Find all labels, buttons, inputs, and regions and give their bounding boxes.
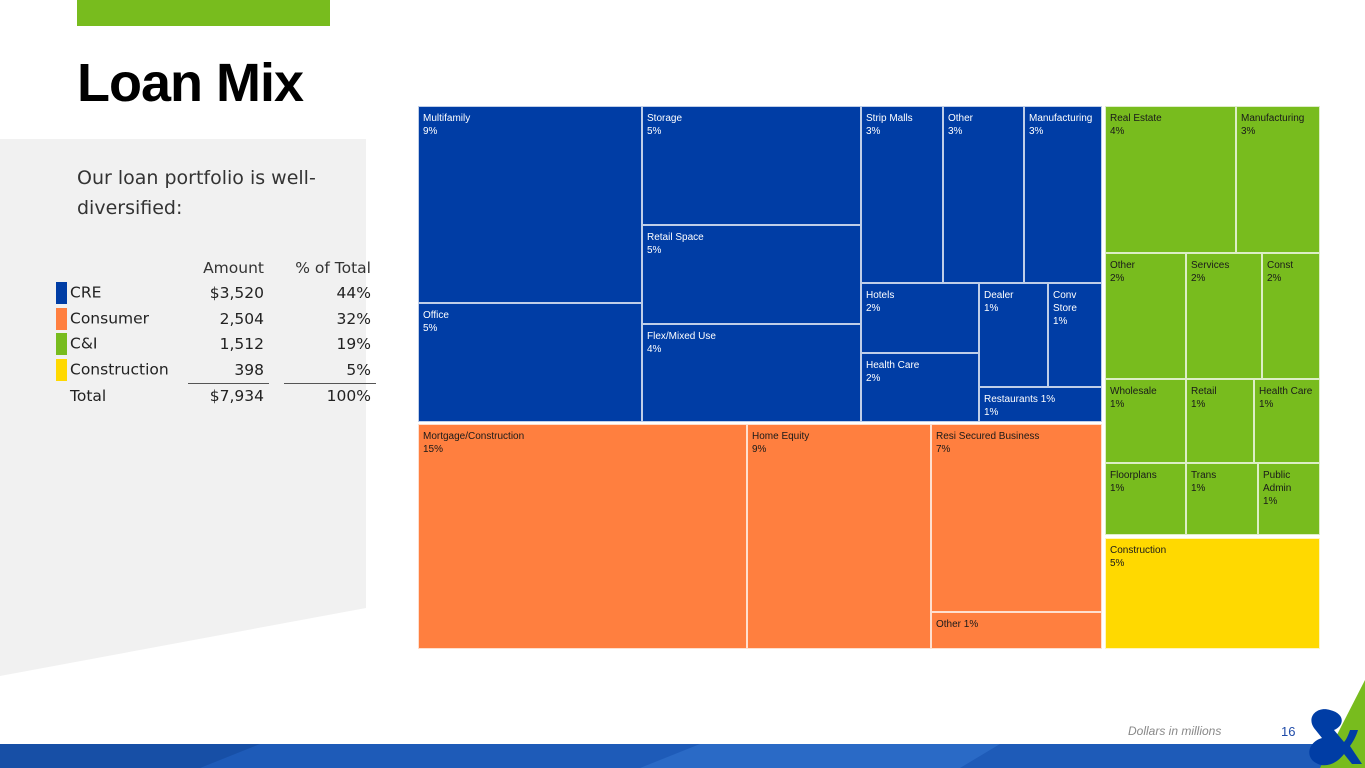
treemap-tile: Other 2% (1105, 253, 1186, 379)
treemap-tile: Other 3% (943, 106, 1024, 283)
treemap-tile-label: Conv Store 1% (1053, 290, 1077, 327)
legend-swatch (56, 359, 67, 381)
treemap-tile-label: Health Care 1% (1259, 386, 1313, 410)
footnote: Dollars in millions (1128, 724, 1222, 738)
table-header-amount: Amount (203, 258, 264, 277)
bottom-band (0, 744, 1365, 768)
ampersand-logo-icon (1309, 680, 1365, 768)
treemap-tile-label: Mortgage/Construction 15% (423, 431, 525, 455)
treemap-tile: Health Care 2% (861, 353, 979, 422)
treemap-tile-label: Storage 5% (647, 113, 683, 137)
row-amount: 1,512 (219, 335, 264, 354)
treemap-tile: Hotels 2% (861, 283, 979, 353)
row-pct: 5% (346, 360, 371, 379)
treemap-tile-label: Floorplans 1% (1110, 470, 1157, 494)
legend-swatch (56, 282, 67, 305)
row-amount: 398 (234, 360, 264, 379)
treemap-tile-label: Retail 1% (1191, 386, 1217, 410)
page-title: Loan Mix (77, 53, 304, 113)
treemap-tile-label: Other 2% (1110, 260, 1136, 284)
total-name: Total (70, 387, 107, 405)
treemap-tile: Flex/Mixed Use 4% (642, 324, 861, 422)
row-pct: 19% (336, 335, 371, 354)
treemap-tile: Strip Malls 3% (861, 106, 943, 283)
treemap-tile: Storage 5% (642, 106, 861, 225)
row-name: CRE (70, 283, 102, 302)
treemap-tile: Mortgage/Construction 15% (418, 424, 747, 649)
treemap-tile: Real Estate 4% (1105, 106, 1236, 253)
table-row: C&I 1,512 19% (56, 332, 376, 358)
intro-text: Our loan portfolio is well-diversified: (77, 167, 316, 219)
treemap-tile-label: Dealer 1% (984, 290, 1014, 314)
treemap-tile-label: Home Equity 9% (752, 431, 810, 455)
legend-swatch (56, 307, 67, 330)
legend-swatch (56, 333, 67, 356)
treemap-tile-label: Public Admin 1% (1263, 470, 1292, 507)
treemap-tile: Manufacturing 3% (1024, 106, 1102, 283)
treemap-tile: Office 5% (418, 303, 642, 422)
treemap-tile: Const 2% (1262, 253, 1320, 379)
row-name: C&I (70, 334, 98, 353)
treemap-tile-label: Multifamily 9% (423, 113, 471, 137)
treemap-tile-label: Other 3% (948, 113, 974, 137)
treemap-tile-label: Strip Malls 3% (866, 113, 913, 137)
total-pct: 100% (284, 382, 376, 409)
treemap-tile: Conv Store 1% (1048, 283, 1102, 387)
treemap-tile-label: Restaurants 1% 1% (984, 394, 1056, 418)
table-total-row: Total $7,934 100% (56, 382, 376, 409)
treemap-tile: Wholesale 1% (1105, 379, 1186, 463)
table-row: CRE $3,520 44% (56, 281, 376, 307)
treemap-tile: Retail 1% (1186, 379, 1254, 463)
row-pct: 32% (336, 309, 371, 328)
treemap-tile-label: Construction 5% (1110, 545, 1167, 569)
treemap-tile-label: Resi Secured Business 7% (936, 431, 1040, 455)
treemap-tile: Multifamily 9% (418, 106, 642, 303)
table-header-pct: % of Total (295, 258, 371, 277)
treemap-tile-label: Trans 1% (1191, 470, 1217, 494)
treemap-tile: Trans 1% (1186, 463, 1258, 535)
table-header-row: Amount % of Total (56, 255, 376, 281)
treemap-tile: Resi Secured Business 7% (931, 424, 1102, 612)
treemap-tile: Health Care 1% (1254, 379, 1320, 463)
treemap-tile-label: Other 1% (936, 619, 979, 630)
treemap-tile-label: Manufacturing 3% (1029, 113, 1093, 137)
treemap-tile-label: Health Care 2% (866, 360, 920, 384)
accent-bar (77, 0, 330, 26)
treemap-tile: Manufacturing 3% (1236, 106, 1320, 253)
treemap-tile: Other 1% (931, 612, 1102, 649)
treemap-tile-label: Const 2% (1267, 260, 1294, 284)
row-amount: $3,520 (209, 284, 264, 303)
loan-mix-table: Amount % of Total CRE $3,520 44% Consume… (56, 255, 376, 409)
treemap-tile: Retail Space 5% (642, 225, 861, 324)
treemap-tile-label: Wholesale 1% (1110, 386, 1157, 410)
treemap-tile-label: Hotels 2% (866, 290, 895, 314)
treemap-tile: Public Admin 1% (1258, 463, 1320, 535)
treemap-tile-label: Flex/Mixed Use 4% (647, 331, 716, 355)
treemap-tile-label: Office 5% (423, 310, 449, 334)
table-row: Construction 398 5% (56, 357, 376, 383)
page-number: 16 (1281, 724, 1296, 739)
treemap-tile: Services 2% (1186, 253, 1262, 379)
table-row: Consumer 2,504 32% (56, 306, 376, 332)
treemap-tile-label: Retail Space 5% (647, 232, 704, 256)
loan-mix-treemap: Multifamily 9% Office 5% Storage 5% Retail … (418, 106, 1320, 649)
table-header-name (56, 255, 188, 281)
treemap-tile: Home Equity 9% (747, 424, 931, 649)
treemap-tile: Construction 5% (1105, 538, 1320, 649)
row-name: Construction (70, 360, 169, 379)
treemap-tile: Floorplans 1% (1105, 463, 1186, 535)
treemap-tile: Restaurants 1% 1% (979, 387, 1102, 422)
treemap-tile-label: Services 2% (1191, 260, 1230, 284)
row-name: Consumer (70, 309, 150, 328)
treemap-tile-label: Manufacturing 3% (1241, 113, 1305, 137)
row-pct: 44% (336, 284, 371, 303)
treemap-tile-label: Real Estate 4% (1110, 113, 1162, 137)
treemap-tile: Dealer 1% (979, 283, 1048, 387)
row-amount: 2,504 (219, 309, 264, 328)
total-amount: $7,934 (188, 382, 269, 409)
